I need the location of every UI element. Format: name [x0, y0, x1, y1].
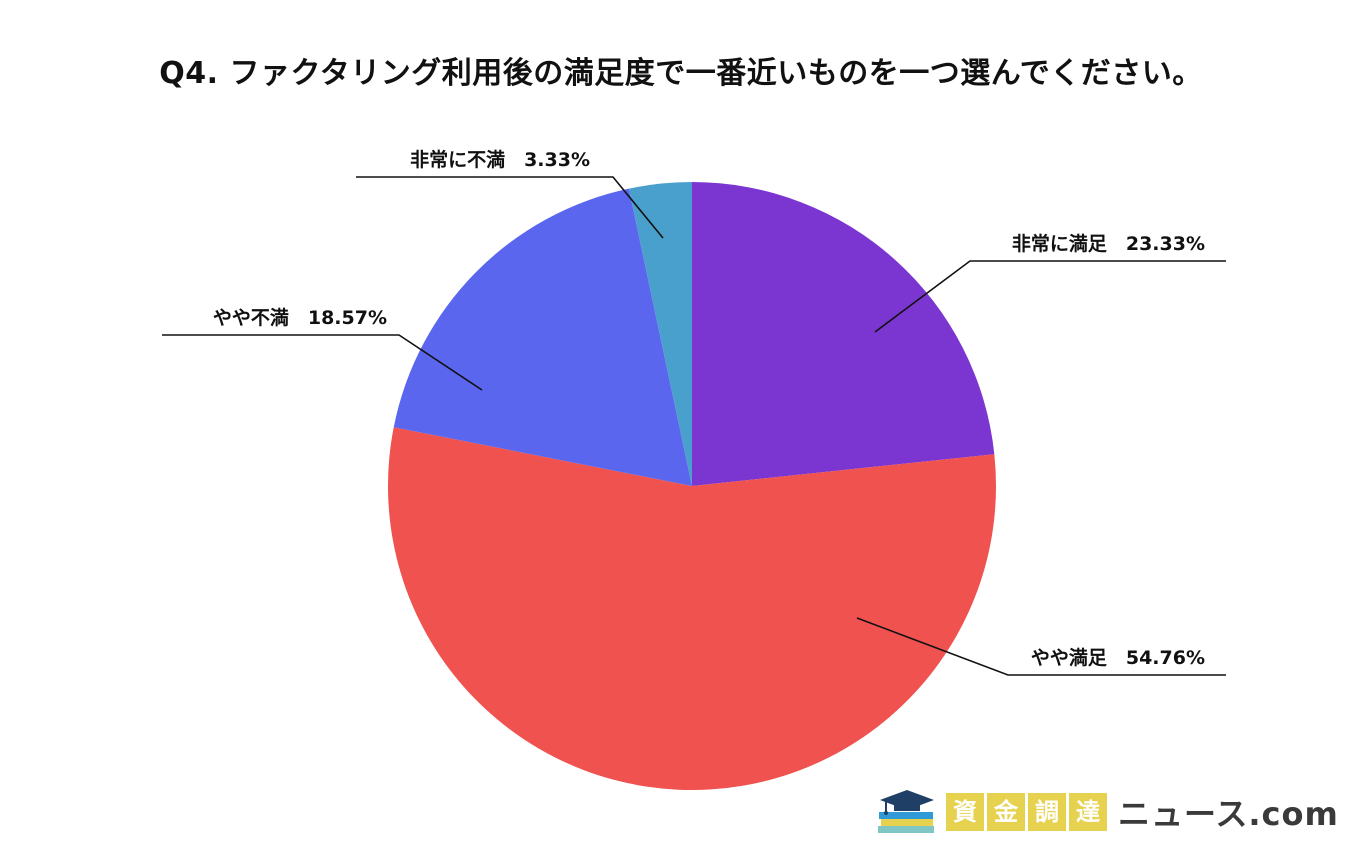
leader-line-3 — [162, 334, 483, 391]
slice-label-1: 非常に満足 23.33% — [1012, 232, 1205, 255]
pie-slice-3 — [393, 188, 692, 486]
brand-suffix: ニュース.com — [1118, 795, 1339, 833]
slice-label-3: やや不満 18.57% — [213, 307, 387, 329]
brand-kanji-4: 達 — [1069, 793, 1107, 831]
graduation-cap-books-icon — [878, 790, 934, 833]
brand-kanji-3: 調 — [1028, 793, 1066, 831]
pie-slice-2 — [387, 427, 996, 791]
leader-line-4 — [356, 176, 664, 239]
pie-slice-1 — [692, 182, 995, 486]
brand-logo: 資 金 調 達 ニュース.com — [874, 788, 1339, 836]
pie-slice-4 — [628, 182, 692, 486]
brand-kanji-2: 金 — [987, 793, 1025, 831]
brand-kanji-1: 資 — [946, 793, 984, 831]
slice-label-4: 非常に不満 3.33% — [410, 148, 590, 171]
chart-title: Q4. ファクタリング利用後の満足度で一番近いものを一つ選んでください。 — [159, 56, 1203, 91]
leader-line-2 — [856, 617, 1226, 676]
slice-label-2: やや満足 54.76% — [1031, 647, 1205, 669]
leader-line-1 — [874, 260, 1226, 333]
